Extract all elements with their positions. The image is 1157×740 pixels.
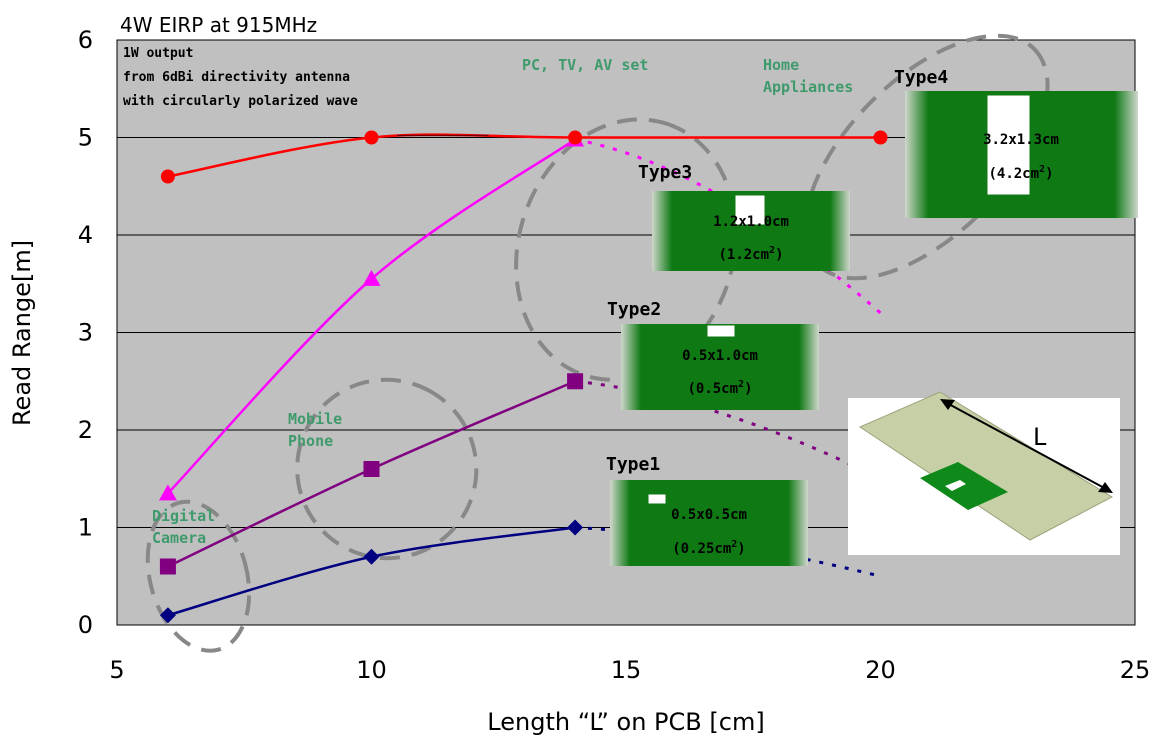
point-type1-1: [363, 548, 380, 565]
board-area-type2: (0.5cm2): [687, 379, 752, 397]
area-close: ): [737, 541, 745, 557]
y-tick-6: 6: [78, 26, 93, 54]
area-value: (4.2cm: [988, 166, 1039, 182]
annotation-line: Digital: [152, 507, 215, 525]
point-type4-3: [873, 130, 888, 145]
board-type1: [610, 480, 808, 566]
y-tick-3: 3: [78, 319, 93, 347]
x-tick-labels: 5 10 15 20 25: [109, 656, 1150, 684]
board-area-type4: (4.2cm2): [988, 164, 1053, 182]
note-line-1: 1W output: [123, 46, 193, 61]
y-tick-0: 0: [78, 611, 93, 639]
note-line-3: with circularly polarized wave: [123, 94, 358, 109]
antenna-type4: [986, 94, 1031, 196]
x-tick-5: 5: [109, 656, 124, 684]
point-type4-2: [568, 130, 583, 145]
x-tick-25: 25: [1120, 656, 1151, 684]
antenna-type2: [706, 324, 736, 338]
area-superscript: 2: [1039, 164, 1045, 175]
annotation-line: Mobile: [288, 410, 342, 428]
annotation-line: Camera: [152, 529, 206, 547]
area-close: ): [744, 381, 752, 397]
area-superscript: 2: [731, 539, 737, 550]
point-type1-0: [159, 607, 176, 624]
board-type2: [621, 324, 819, 410]
chart-title: 4W EIRP at 915MHz: [120, 13, 317, 37]
y-tick-1: 1: [78, 514, 93, 542]
annotation-line: PC, TV, AV set: [522, 56, 648, 74]
area-close: ): [1045, 166, 1053, 182]
board-area-type3: (1.2cm2): [718, 245, 783, 263]
annotations: Digital Camera Mobile Phone PC, TV, AV set Ho…: [152, 56, 853, 547]
area-value: (1.2cm: [718, 247, 769, 263]
antenna-type3: [734, 194, 766, 226]
ellipse-pc: [514, 117, 738, 382]
x-tick-10: 10: [356, 656, 387, 684]
board-size-type4: 3.2x1.3cm: [983, 132, 1059, 148]
antenna-type1: [647, 493, 667, 505]
type-label-type4: Type4: [894, 67, 948, 88]
annotation-line: Home: [763, 56, 799, 74]
y-tick-4: 4: [78, 221, 93, 249]
annotation-1: Mobile Phone: [288, 410, 342, 450]
point-type4-0: [160, 169, 175, 184]
annotation-0: Digital Camera: [152, 507, 215, 547]
board-size-type2: 0.5x1.0cm: [682, 348, 758, 364]
point-type2-0: [159, 558, 176, 575]
y-tick-5: 5: [78, 124, 93, 152]
area-superscript: 2: [738, 379, 744, 390]
x-tick-15: 15: [611, 656, 642, 684]
point-type2-2: [567, 373, 584, 390]
type-label-type1: Type1: [606, 454, 660, 475]
point-type1-2: [567, 519, 584, 536]
ellipse-phone: [295, 377, 479, 561]
annotation-line: Appliances: [763, 78, 853, 96]
y-tick-2: 2: [78, 416, 93, 444]
annotation-2: PC, TV, AV set: [522, 56, 648, 74]
inset-l-label: L: [1033, 423, 1047, 451]
y-tick-labels: 0 1 2 3 4 5 6: [78, 26, 93, 639]
area-superscript: 2: [769, 245, 775, 256]
board-size-type1: 0.5x0.5cm: [671, 507, 747, 523]
point-type4-1: [364, 130, 379, 145]
type-label-type3: Type3: [638, 162, 692, 183]
point-type2-1: [363, 461, 380, 477]
extrapolation-type2: [574, 379, 882, 481]
area-close: ): [775, 247, 783, 263]
pcb-boards: Type10.5x0.5cm(0.25cm2)Type20.5x1.0cm(0.…: [606, 67, 1138, 566]
x-axis-label: Length “L” on PCB [cm]: [487, 708, 764, 736]
y-axis-label: Read Range[m]: [8, 240, 36, 426]
x-tick-20: 20: [865, 656, 896, 684]
board-area-type1: (0.25cm2): [672, 539, 745, 557]
point-type3-1: [362, 269, 381, 286]
note-line-2: from 6dBi directivity antenna: [123, 70, 350, 85]
type-label-type2: Type2: [607, 299, 661, 320]
area-value: (0.25cm: [672, 541, 731, 557]
pcb-inset-image: L: [848, 391, 1120, 555]
ellipse-camera: [145, 499, 252, 653]
board-size-type3: 1.2x1.0cm: [713, 214, 789, 230]
point-type3-0: [158, 484, 177, 501]
area-value: (0.5cm: [687, 381, 738, 397]
annotation-line: Phone: [288, 432, 333, 450]
annotation-3: Home Appliances: [763, 56, 853, 96]
